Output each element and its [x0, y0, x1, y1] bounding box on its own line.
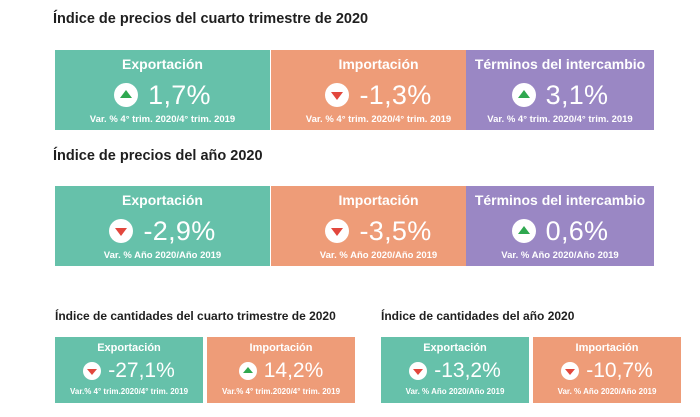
section-title-q4-prices: Índice de precios del cuarto trimestre d… — [53, 11, 369, 27]
card-label: Términos del intercambio — [474, 56, 646, 72]
card-note: Var. % 4° trim. 2020/4° trim. 2019 — [487, 114, 633, 125]
card-note: Var. % Año 2020/Año 2019 — [501, 250, 619, 261]
card-note: Var. % 4° trim. 2020/4° trim. 2019 — [305, 114, 452, 125]
section-title-q4-quantities: Índice de cantidades del cuarto trimestr… — [55, 309, 336, 323]
card-year-prices-terms: Términos del intercambio 0,6% Var. % Año… — [466, 186, 654, 266]
card-note: Var.% 4° trim.2020/4° trim. 2019 — [221, 387, 341, 396]
arrow-down-icon — [561, 362, 580, 380]
arrow-up-icon — [511, 83, 536, 107]
card-label: Importación — [575, 342, 639, 354]
arrow-up-icon — [511, 219, 536, 243]
card-value: 3,1% — [545, 79, 609, 110]
card-note: Var. % Año 2020/Año 2019 — [103, 250, 222, 261]
card-value-row: -3,5% — [271, 214, 486, 248]
card-label: Importación — [338, 56, 419, 72]
card-value-row: 0,6% — [466, 214, 654, 248]
card-note: Var.% 4° trim.2020/4° trim. 2019 — [69, 387, 189, 396]
card-label: Términos del intercambio — [474, 192, 646, 208]
card-value: 14,2% — [263, 359, 324, 382]
card-label: Exportación — [122, 192, 203, 208]
card-note: Var. % Año 2020/Año 2019 — [557, 387, 657, 396]
card-label: Exportación — [97, 342, 161, 354]
card-year-prices-import: Importación -3,5% Var. % Año 2020/Año 20… — [271, 186, 486, 266]
card-value: -13,2% — [434, 359, 501, 382]
card-year-prices-export: Exportación -2,9% Var. % Año 2020/Año 20… — [55, 186, 270, 266]
card-value: -10,7% — [586, 359, 653, 382]
card-value-row: 3,1% — [466, 78, 654, 112]
card-value-row: -10,7% — [533, 357, 681, 385]
card-value: -3,5% — [359, 215, 432, 246]
card-value: -27,1% — [108, 359, 175, 382]
card-value: -1,3% — [359, 79, 432, 110]
card-value-row: 14,2% — [207, 357, 355, 385]
card-year-quantities-export: Exportación -13,2% Var. % Año 2020/Año 2… — [381, 337, 529, 403]
arrow-down-icon — [83, 362, 102, 380]
card-value: 1,7% — [148, 79, 211, 110]
card-value: 0,6% — [545, 215, 609, 246]
card-q4-prices-export: Exportación 1,7% Var. % 4° trim. 2020/4°… — [55, 50, 270, 130]
card-value-row: 1,7% — [55, 78, 270, 112]
arrow-up-icon — [238, 362, 257, 380]
card-label: Exportación — [122, 56, 203, 72]
card-label: Importación — [338, 192, 419, 208]
card-value-row: -2,9% — [55, 214, 270, 248]
section-title-year-quantities: Índice de cantidades del año 2020 — [381, 309, 575, 323]
card-label: Exportación — [423, 342, 487, 354]
arrow-down-icon — [409, 362, 428, 380]
card-note: Var. % Año 2020/Año 2019 — [319, 250, 438, 261]
arrow-up-icon — [114, 83, 139, 107]
arrow-down-icon — [325, 83, 350, 107]
card-note: Var. % 4° trim. 2020/4° trim. 2019 — [89, 114, 236, 125]
card-q4-prices-terms: Términos del intercambio 3,1% Var. % 4° … — [466, 50, 654, 130]
card-year-quantities-import: Importación -10,7% Var. % Año 2020/Año 2… — [533, 337, 681, 403]
arrow-down-icon — [109, 219, 134, 243]
card-q4-quantities-import: Importación 14,2% Var.% 4° trim.2020/4° … — [207, 337, 355, 403]
card-value-row: -13,2% — [381, 357, 529, 385]
card-value-row: -1,3% — [271, 78, 486, 112]
card-q4-quantities-export: Exportación -27,1% Var.% 4° trim.2020/4°… — [55, 337, 203, 403]
card-note: Var. % Año 2020/Año 2019 — [405, 387, 505, 396]
arrow-down-icon — [325, 219, 350, 243]
section-title-year-prices: Índice de precios del año 2020 — [53, 148, 263, 164]
card-value-row: -27,1% — [55, 357, 203, 385]
card-q4-prices-import: Importación -1,3% Var. % 4° trim. 2020/4… — [271, 50, 486, 130]
card-label: Importación — [249, 342, 313, 354]
card-value: -2,9% — [143, 215, 216, 246]
